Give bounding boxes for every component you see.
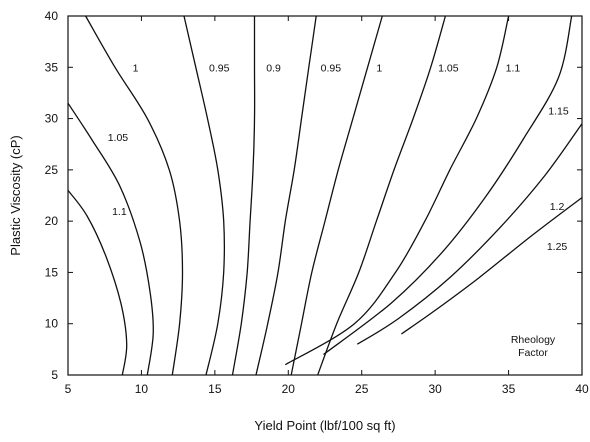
x-tick-label: 40 bbox=[575, 382, 589, 396]
annotation-rheology: Rheology bbox=[511, 334, 556, 346]
contour-label-2: 1.05 bbox=[108, 132, 129, 144]
contour-line-1 bbox=[67, 190, 128, 376]
contour-line-11 bbox=[356, 123, 583, 345]
x-tick-label: 10 bbox=[135, 382, 149, 396]
x-tick-label: 30 bbox=[428, 382, 442, 396]
y-axis-title: Plastic Viscosity (cP) bbox=[8, 135, 23, 255]
y-tick-label: 30 bbox=[45, 112, 59, 126]
plot-area bbox=[67, 15, 583, 376]
y-tick-label: 20 bbox=[45, 214, 59, 228]
x-tick-label: 20 bbox=[282, 382, 296, 396]
contour-label-7: 1 bbox=[376, 62, 382, 74]
contour-label-6: 0.95 bbox=[321, 62, 342, 74]
x-tick-label: 35 bbox=[502, 382, 516, 396]
contour-label-4: 0.95 bbox=[209, 62, 230, 74]
axes: 5 10 15 20 25 30 35 40 5 10 15 20 25 30 35 40 bbox=[45, 9, 589, 396]
contour-line-12 bbox=[401, 197, 583, 335]
contour-label-12: 1.25 bbox=[547, 241, 568, 253]
contour-line-4 bbox=[183, 15, 226, 376]
contour-label-3: 1 bbox=[133, 62, 139, 74]
contour-lines bbox=[67, 15, 583, 376]
contour-labels: 1.1 1.05 1 0.95 0.9 0.95 1 1.05 1.1 1.15 1.2 1.25 bbox=[108, 62, 569, 252]
y-tick-label: 5 bbox=[51, 368, 58, 382]
y-tick-label: 35 bbox=[45, 60, 59, 74]
contour-line-7 bbox=[290, 15, 383, 376]
contour-line-10 bbox=[323, 15, 573, 356]
y-tick-label: 40 bbox=[45, 9, 59, 23]
contour-label-9: 1.1 bbox=[506, 62, 521, 74]
contour-line-5 bbox=[231, 15, 256, 376]
y-tick-label: 25 bbox=[45, 163, 59, 177]
x-tick-label: 5 bbox=[65, 382, 72, 396]
y-tick-label: 15 bbox=[45, 265, 59, 279]
contour-line-3 bbox=[85, 15, 184, 376]
contour-label-11: 1.2 bbox=[550, 201, 565, 213]
annotation-factor: Factor bbox=[518, 347, 548, 359]
contour-label-10: 1.15 bbox=[548, 105, 569, 117]
plot-frame bbox=[67, 15, 583, 376]
contour-label-1: 1.1 bbox=[112, 206, 127, 218]
contour-line-6 bbox=[255, 15, 317, 376]
x-axis-title: Yield Point (lbf/100 sq ft) bbox=[254, 418, 395, 433]
y-tick-label: 10 bbox=[45, 317, 59, 331]
contour-line-9 bbox=[284, 15, 510, 366]
contour-line-8 bbox=[317, 15, 447, 376]
x-tick-label: 25 bbox=[355, 382, 369, 396]
contour-label-8: 1.05 bbox=[438, 62, 459, 74]
contour-line-2 bbox=[67, 102, 154, 376]
contour-label-5: 0.9 bbox=[266, 62, 281, 74]
x-tick-label: 15 bbox=[208, 382, 222, 396]
